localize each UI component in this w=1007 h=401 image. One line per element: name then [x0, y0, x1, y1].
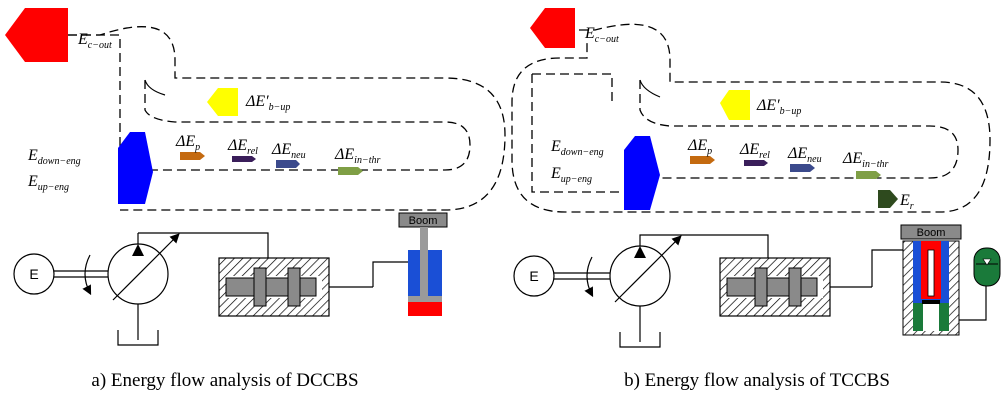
caption-b: b) Energy flow analysis of TCCBS [624, 370, 890, 391]
engine-icon-b [513, 255, 555, 297]
label-delta-e-rel-b: ΔErel [739, 141, 770, 161]
panel-a: Ec−out ΔE′b−up Edown−eng Eup−eng ΔEp ΔEr… [5, 8, 506, 391]
cylinder-supply-line-b [871, 249, 903, 287]
flow-path-outer-loop [68, 26, 506, 211]
label-e-c-out: Ec−out [77, 31, 112, 51]
boom-up-energy-marker-b [720, 90, 750, 120]
label-delta-e-neu-b: ΔEneu [787, 145, 822, 165]
flow-path-outer-loop-b [511, 23, 991, 213]
neutral-loss-marker-b [790, 164, 815, 172]
cylinder-lower-chamber [408, 302, 442, 316]
engine-output-energy-marker [5, 8, 68, 62]
valve-spool-icon-b [726, 277, 818, 297]
hydraulic-schematic: E Boom [13, 212, 448, 346]
energy-flow-paths-b [511, 23, 991, 213]
pressure-loss-marker [180, 152, 205, 160]
hydraulic-schematic-b: E Boom [513, 224, 1001, 348]
piston-head-b [922, 300, 940, 304]
cylinder-lower-center-b [923, 303, 939, 331]
flow-path-inner-loop-b [639, 80, 959, 179]
label-delta-e-b-up: ΔE′b−up [245, 93, 290, 113]
pump-direction-icon [132, 244, 144, 256]
label-e-down-eng: Edown−eng [27, 147, 81, 167]
flow-path-outer-left [68, 34, 121, 200]
valve-land-1 [253, 267, 267, 307]
engine-down-up-energy-marker-b [624, 136, 660, 210]
engine-label-b: E [529, 268, 538, 284]
valve-land-1-b [754, 267, 768, 307]
valve-land-2 [287, 267, 301, 307]
pump-direction-icon-b [634, 246, 646, 258]
accumulator-marker-icon [982, 258, 992, 266]
label-delta-e-p: ΔEp [175, 133, 200, 153]
throttle-loss-marker-b [856, 171, 881, 179]
boom-label-b: Boom [917, 227, 946, 239]
accumulator-line [959, 285, 987, 321]
pressure-line-b [639, 234, 769, 258]
energy-flow-paths [68, 26, 506, 211]
flow-path-inner-corner [144, 79, 166, 96]
label-delta-e-in-thr-b: ΔEin−thr [842, 150, 888, 170]
panel-b: Ec−out ΔE′b−up Edown−eng Eup−eng ΔEp ΔEr… [511, 8, 1001, 391]
variable-displacement-arrow-icon-b [614, 235, 682, 303]
tank-icon-b [619, 332, 661, 348]
flow-path-left-inner-b [531, 74, 622, 193]
label-delta-e-p-b: ΔEp [687, 137, 712, 157]
label-delta-e-neu: ΔEneu [271, 141, 306, 161]
label-e-down-eng-b: Edown−eng [550, 138, 604, 158]
label-e-up-eng: Eup−eng [27, 173, 69, 193]
relief-loss-marker [232, 156, 256, 162]
engine-label: E [29, 266, 38, 282]
pressure-line [138, 232, 269, 258]
flow-path-inner-loop [144, 80, 471, 171]
valve-land-2-b [788, 267, 802, 307]
label-delta-e-rel: ΔErel [227, 137, 258, 157]
label-e-r-b: Er [899, 192, 914, 212]
cylinder-supply-line [372, 261, 408, 287]
engine-down-up-energy-marker [118, 132, 153, 204]
valve-spool-icon [225, 277, 317, 297]
boom-label: Boom [409, 215, 438, 227]
label-e-c-out-b: Ec−out [584, 25, 619, 45]
caption-a: a) Energy flow analysis of DCCBS [91, 370, 358, 391]
boom-up-energy-marker [207, 88, 238, 116]
flow-path-inner-corner-b [639, 79, 661, 98]
engine-icon [13, 253, 55, 295]
engine-output-energy-marker-b [530, 8, 575, 48]
flow-path-left-branch-b [532, 73, 613, 102]
piston-rod-in-barrel [420, 250, 428, 296]
throttle-loss-marker [338, 167, 363, 175]
pressure-loss-marker-b [690, 156, 715, 164]
accumulator-icon [973, 247, 1001, 287]
boom-block-b [900, 224, 962, 240]
rotation-arrow-icon-b [584, 256, 594, 298]
relief-loss-marker-b [744, 160, 768, 166]
tank-icon [117, 330, 159, 346]
recovered-energy-marker-b [878, 190, 898, 208]
label-e-up-eng-b: Eup−eng [550, 165, 592, 185]
neutral-loss-marker [276, 160, 300, 168]
rotation-arrow-icon [82, 254, 92, 296]
variable-displacement-arrow-icon [112, 233, 180, 301]
cylinder-inner-rod-b [927, 249, 935, 297]
label-delta-e-b-up-b: ΔE′b−up [756, 97, 801, 117]
piston-head [408, 296, 442, 302]
label-delta-e-in-thr: ΔEin−thr [334, 146, 380, 166]
